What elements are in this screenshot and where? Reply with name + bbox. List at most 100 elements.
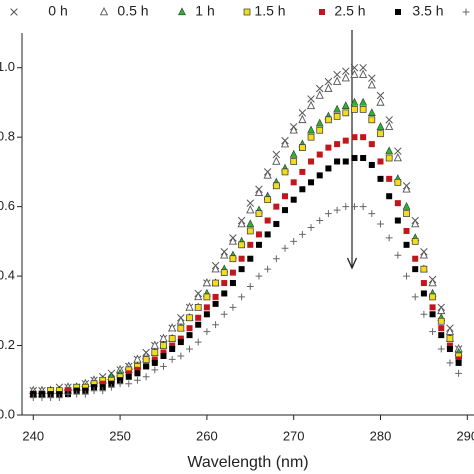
data-point — [255, 241, 262, 248]
data-point — [203, 304, 210, 311]
data-point — [342, 203, 350, 211]
data-point — [394, 178, 402, 186]
data-point — [324, 77, 333, 86]
data-point — [360, 155, 367, 162]
data-point — [238, 255, 245, 262]
data-point — [246, 227, 254, 235]
data-point — [247, 255, 254, 262]
data-point — [367, 80, 376, 89]
data-point — [394, 200, 401, 207]
data-point — [315, 90, 324, 99]
data-point — [55, 394, 63, 402]
data-point — [38, 394, 46, 402]
data-point — [403, 210, 410, 217]
data-point — [238, 293, 246, 301]
data-point — [368, 116, 376, 124]
data-point — [125, 373, 132, 380]
data-point — [212, 321, 219, 329]
data-point — [108, 383, 115, 391]
data-point — [273, 221, 280, 227]
data-point — [228, 236, 238, 245]
data-point — [290, 179, 297, 186]
data-point — [177, 324, 185, 332]
data-point — [246, 283, 254, 290]
data-point — [194, 338, 202, 346]
data-point — [334, 158, 341, 165]
data-point — [325, 116, 332, 124]
data-point — [429, 304, 436, 311]
data-point — [186, 325, 193, 332]
data-point — [333, 104, 341, 113]
data-point — [350, 97, 359, 106]
data-point — [325, 165, 332, 172]
data-point — [342, 67, 350, 75]
data-point — [437, 317, 445, 325]
x-tick-label: 280 — [370, 428, 392, 443]
data-point — [368, 74, 376, 82]
legend-label: 0 h — [48, 3, 67, 19]
data-point — [455, 356, 462, 363]
data-point — [160, 362, 167, 370]
data-point — [229, 269, 236, 276]
data-point — [211, 264, 220, 273]
data-point — [47, 391, 54, 398]
x-axis-title: Wavelength (nm) — [187, 454, 308, 471]
data-point — [160, 349, 167, 356]
data-point — [325, 144, 332, 151]
data-point — [359, 203, 367, 211]
y-tick-label: 1.0 — [0, 59, 15, 74]
data-point — [299, 186, 306, 193]
data-point — [238, 241, 245, 249]
data-point — [195, 321, 202, 328]
data-point — [168, 335, 176, 342]
data-point — [315, 84, 324, 93]
data-point — [332, 76, 342, 85]
data-point — [203, 293, 211, 301]
data-point — [411, 238, 419, 245]
data-point — [177, 339, 184, 346]
data-point — [438, 325, 445, 332]
data-point — [64, 390, 72, 398]
data-point — [446, 346, 453, 353]
data-point — [446, 342, 453, 349]
data-point — [264, 196, 271, 204]
data-point — [325, 210, 332, 217]
data-point — [376, 97, 385, 106]
data-point — [246, 205, 255, 214]
legend-label: 0.5 h — [117, 3, 148, 19]
data-point — [160, 342, 167, 349]
data-point — [220, 250, 229, 259]
data-point — [446, 335, 454, 342]
data-point — [298, 114, 307, 124]
data-point — [307, 224, 315, 231]
data-point — [290, 158, 298, 165]
data-point — [142, 373, 150, 381]
data-point — [446, 359, 454, 367]
data-point — [134, 376, 141, 384]
legend-marker — [10, 8, 18, 16]
data-point — [403, 272, 410, 280]
data-point — [394, 217, 401, 224]
data-point — [403, 241, 410, 248]
data-point — [151, 356, 158, 363]
data-point — [402, 201, 411, 210]
data-point — [411, 218, 420, 228]
data-point — [420, 280, 427, 287]
data-point — [143, 363, 150, 370]
data-point — [316, 172, 323, 179]
data-point — [151, 359, 158, 366]
data-point — [168, 356, 176, 363]
data-point — [299, 168, 306, 175]
data-point — [386, 193, 393, 200]
data-point — [263, 170, 272, 179]
data-point — [402, 184, 411, 193]
data-point — [333, 206, 341, 214]
data-point — [377, 175, 384, 182]
data-point — [47, 394, 55, 402]
data-point — [351, 134, 358, 141]
data-point — [377, 220, 384, 228]
data-point — [412, 255, 419, 262]
data-point — [169, 342, 176, 349]
data-point — [281, 168, 289, 176]
data-point — [282, 207, 289, 214]
